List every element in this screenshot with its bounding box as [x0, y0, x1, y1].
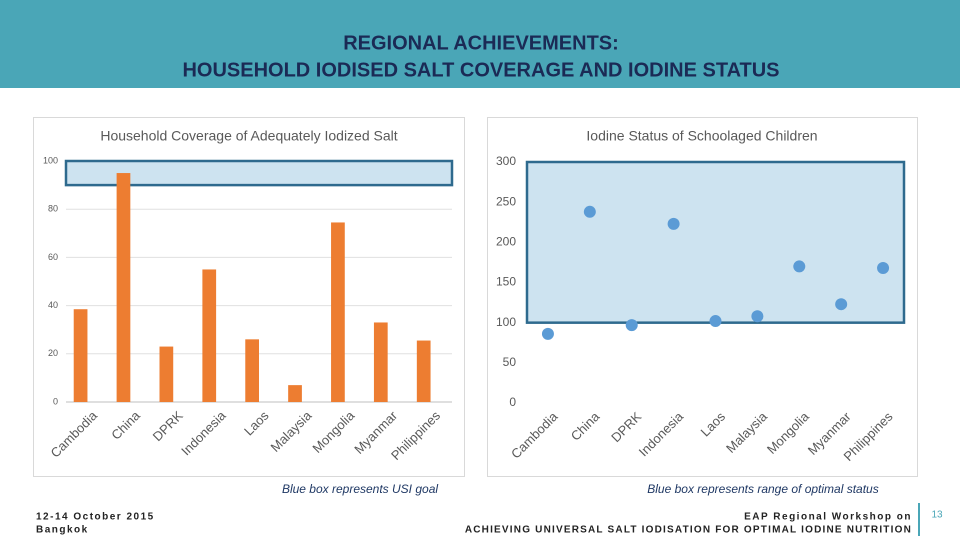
point: [541, 327, 554, 340]
point: [793, 260, 806, 273]
bar: [73, 309, 88, 402]
bar: [288, 385, 302, 402]
annotation: Blue box represents USI goal: [282, 482, 438, 496]
chart-title: Household Coverage of Adequately Iodized…: [100, 128, 397, 144]
point: [751, 310, 764, 323]
bar: [116, 173, 131, 402]
y-tick-label: 0: [53, 396, 58, 406]
footer-date: 12-14 October 2015: [36, 512, 155, 523]
bar: [373, 322, 388, 402]
y-tick-label: 100: [43, 155, 58, 165]
title: HOUSEHOLD IODISED SALT COVERAGE AND IODI…: [182, 59, 779, 81]
point: [835, 298, 848, 311]
y-tick-label: 20: [48, 348, 58, 358]
footer-event: ACHIEVING UNIVERSAL SALT IODISATION FOR …: [465, 525, 912, 536]
annotation: Blue box represents range of optimal sta…: [647, 482, 878, 496]
y-tick-label: 200: [496, 235, 516, 249]
header-band: [0, 0, 960, 88]
bar: [331, 222, 345, 402]
title: REGIONAL ACHIEVEMENTS:: [343, 32, 619, 54]
bar: [159, 346, 174, 402]
y-tick-label: 300: [496, 154, 516, 168]
y-tick-label: 50: [503, 355, 517, 369]
page-number: 13: [931, 510, 943, 521]
y-tick-label: 100: [496, 315, 516, 329]
y-tick-label: 150: [496, 275, 516, 289]
bar: [202, 269, 217, 402]
y-tick-label: 40: [48, 300, 58, 310]
point: [709, 315, 722, 328]
bar: [245, 339, 259, 402]
footer-place: Bangkok: [36, 525, 89, 536]
bar: [416, 340, 431, 402]
highlight-box: [525, 160, 906, 324]
footer-event: EAP Regional Workshop on: [744, 512, 912, 523]
chart-title: Iodine Status of Schoolaged Children: [586, 128, 817, 144]
point: [625, 319, 638, 332]
y-tick-label: 0: [509, 395, 516, 409]
y-tick-label: 250: [496, 194, 516, 208]
point: [583, 205, 596, 218]
point: [667, 217, 680, 230]
point: [877, 262, 890, 275]
y-tick-label: 60: [48, 252, 58, 262]
y-tick-label: 80: [48, 204, 58, 214]
